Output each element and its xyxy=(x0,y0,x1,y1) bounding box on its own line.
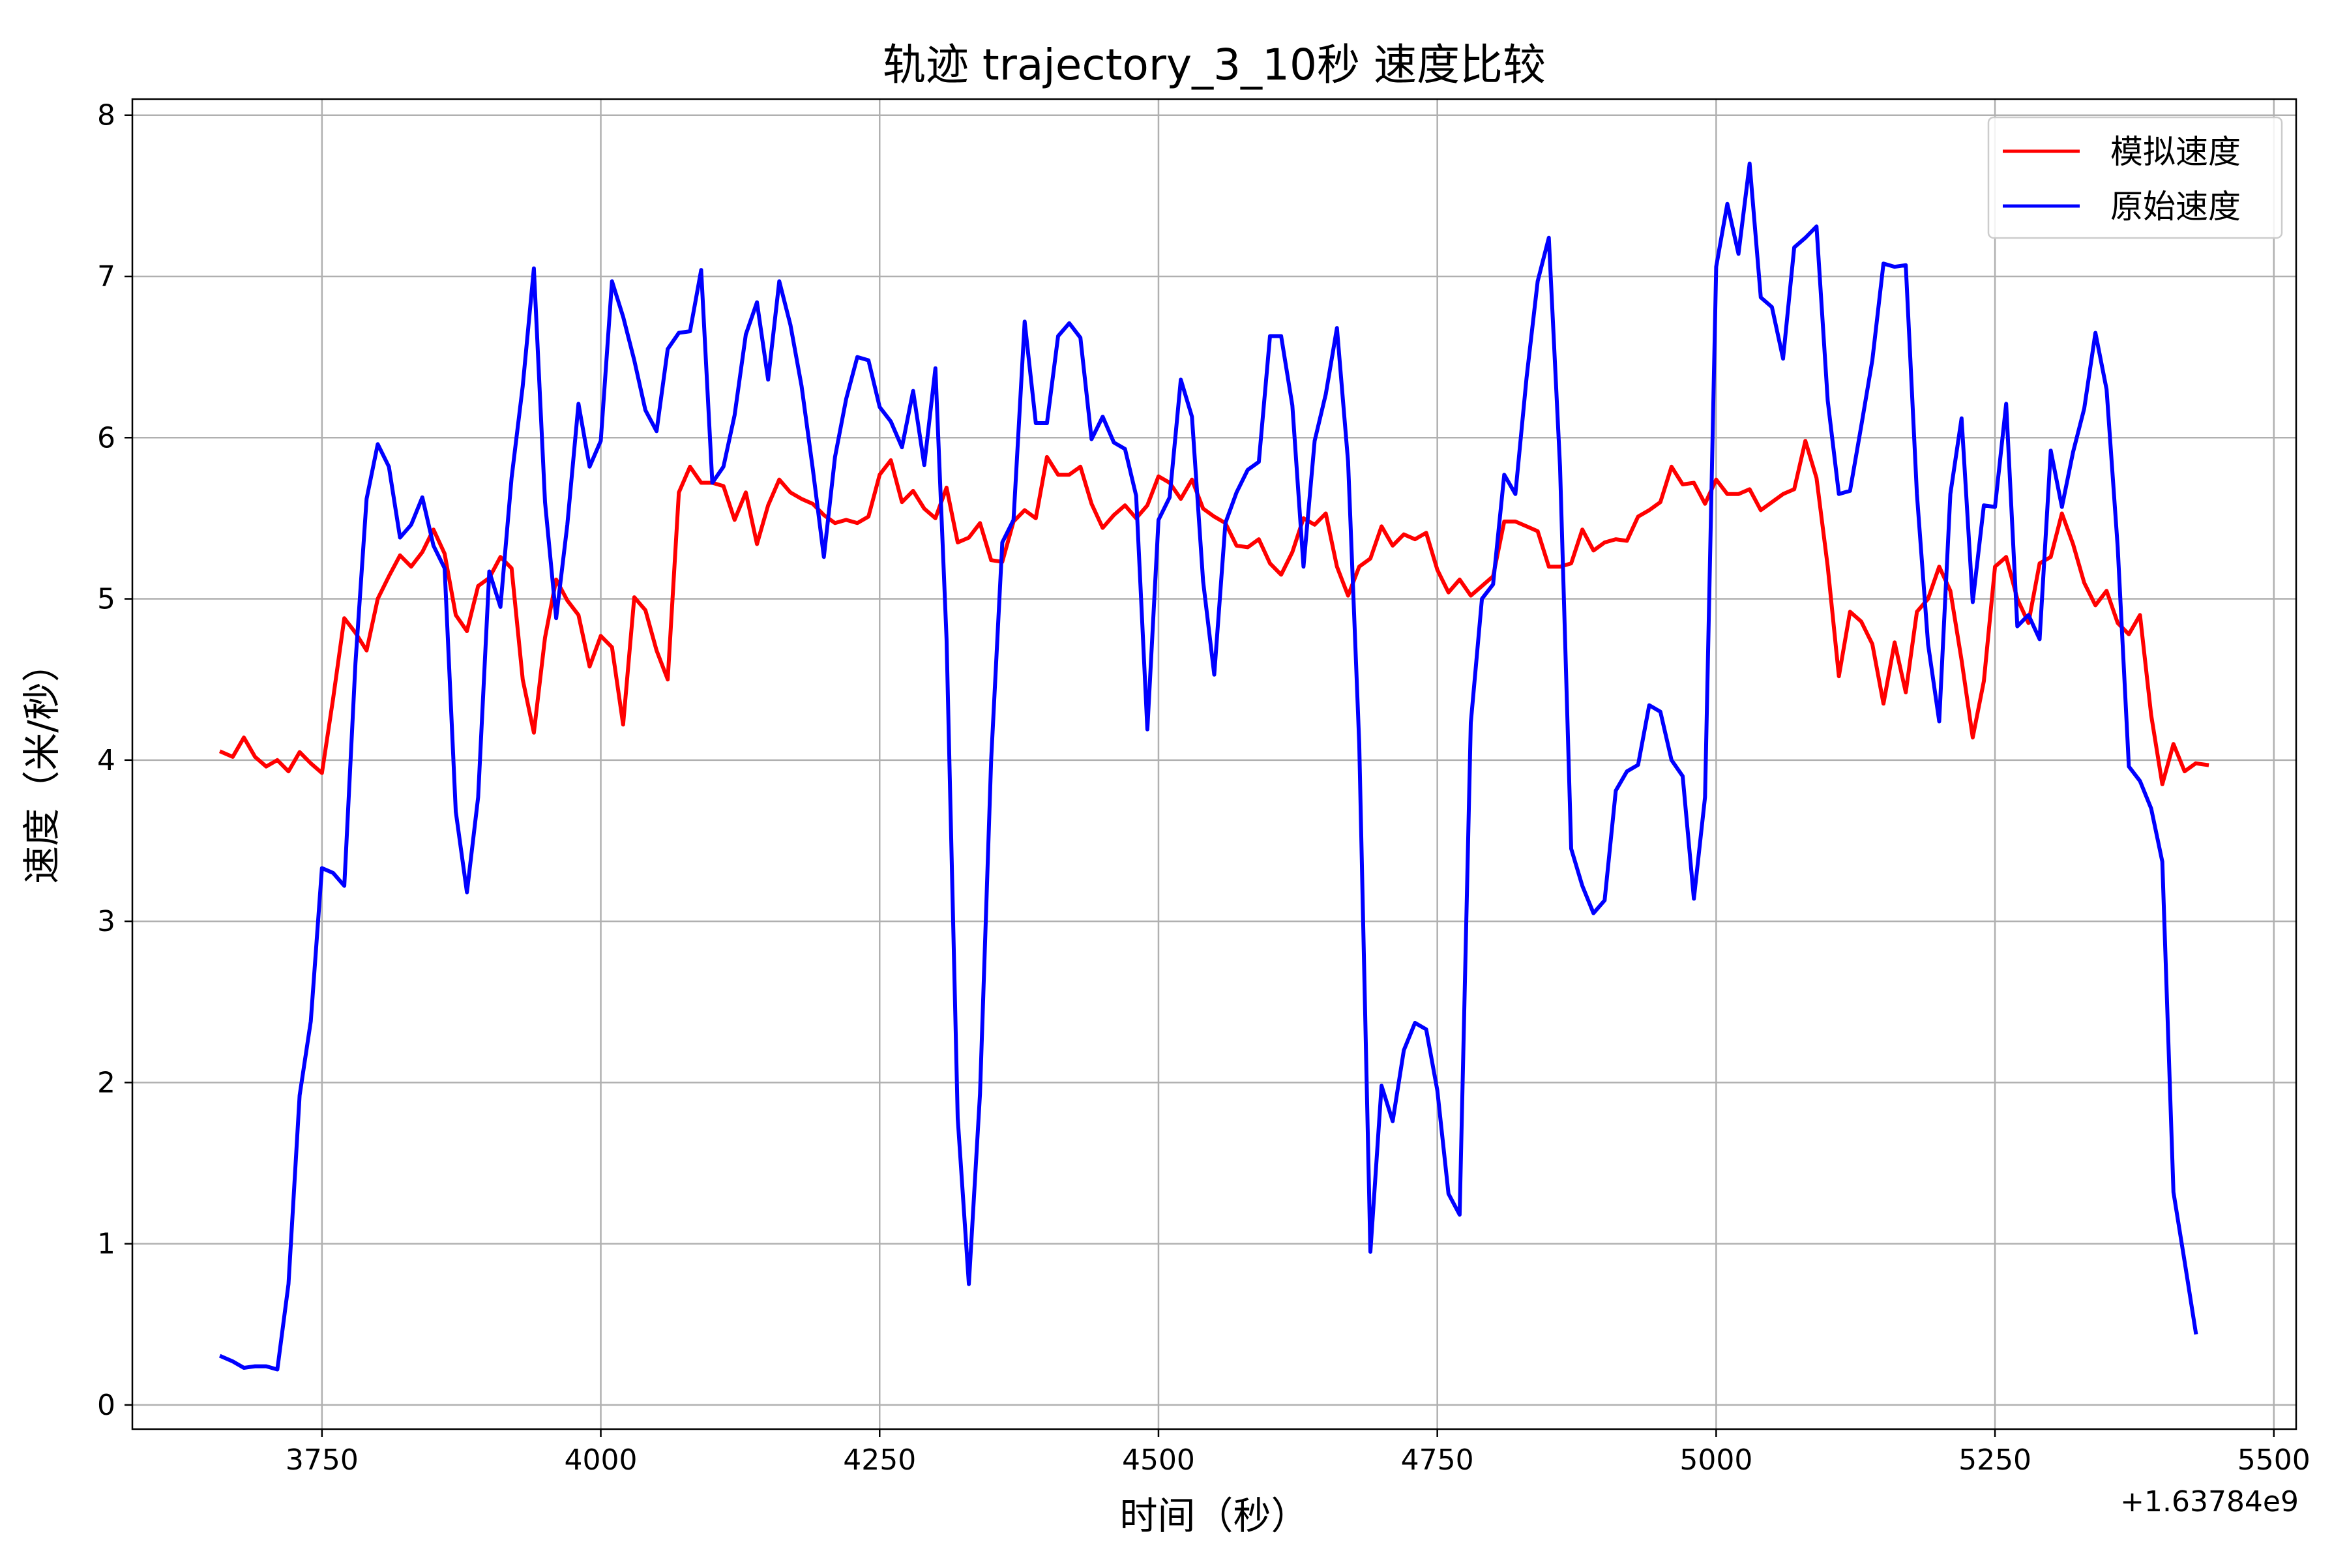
x-tick-label: 4250 xyxy=(843,1443,916,1477)
x-axis-label: 时间（秒） xyxy=(1119,1494,1308,1538)
y-tick-label: 1 xyxy=(97,1228,115,1261)
legend-label-simulated: 模拟速度 xyxy=(2110,133,2241,171)
series-line-original xyxy=(218,161,2198,1372)
y-tick-label: 5 xyxy=(97,583,115,616)
y-tick-label: 3 xyxy=(97,905,115,938)
y-tick-label: 7 xyxy=(97,260,115,293)
x-tick-label: 5000 xyxy=(1679,1443,1752,1477)
legend-box xyxy=(1987,116,2283,239)
axis-ticks: 3750 4000 4250 4500 4750 5000 5250 5500 0 1 2 3 4 5 6 7… xyxy=(97,99,2310,1477)
y-tick-label: 0 xyxy=(97,1389,115,1422)
legend: 模拟速度 原始速度 xyxy=(1987,116,2283,239)
chart-title: 轨迹 trajectory_3_10秒 速度比较 xyxy=(883,40,1546,90)
grid-lines xyxy=(132,99,2296,1429)
x-tick-label: 3750 xyxy=(286,1443,359,1477)
y-tick-label: 8 xyxy=(97,99,115,132)
x-axis-offset-label: +1.63784e9 xyxy=(2120,1485,2299,1518)
x-tick-label: 4500 xyxy=(1122,1443,1195,1477)
y-axis-label: 速度（米/秒） xyxy=(20,644,64,884)
x-tick-label: 4000 xyxy=(565,1443,638,1477)
y-tick-label: 6 xyxy=(97,421,115,454)
series-lines xyxy=(218,161,2209,1372)
x-tick-label: 5250 xyxy=(1958,1443,2031,1477)
x-tick-label: 4750 xyxy=(1401,1443,1474,1477)
y-tick-label: 2 xyxy=(97,1066,115,1099)
plot-frame xyxy=(131,98,2297,1430)
legend-label-original: 原始速度 xyxy=(2110,188,2241,226)
x-tick-label: 5500 xyxy=(2237,1443,2310,1477)
y-tick-label: 4 xyxy=(97,744,115,777)
